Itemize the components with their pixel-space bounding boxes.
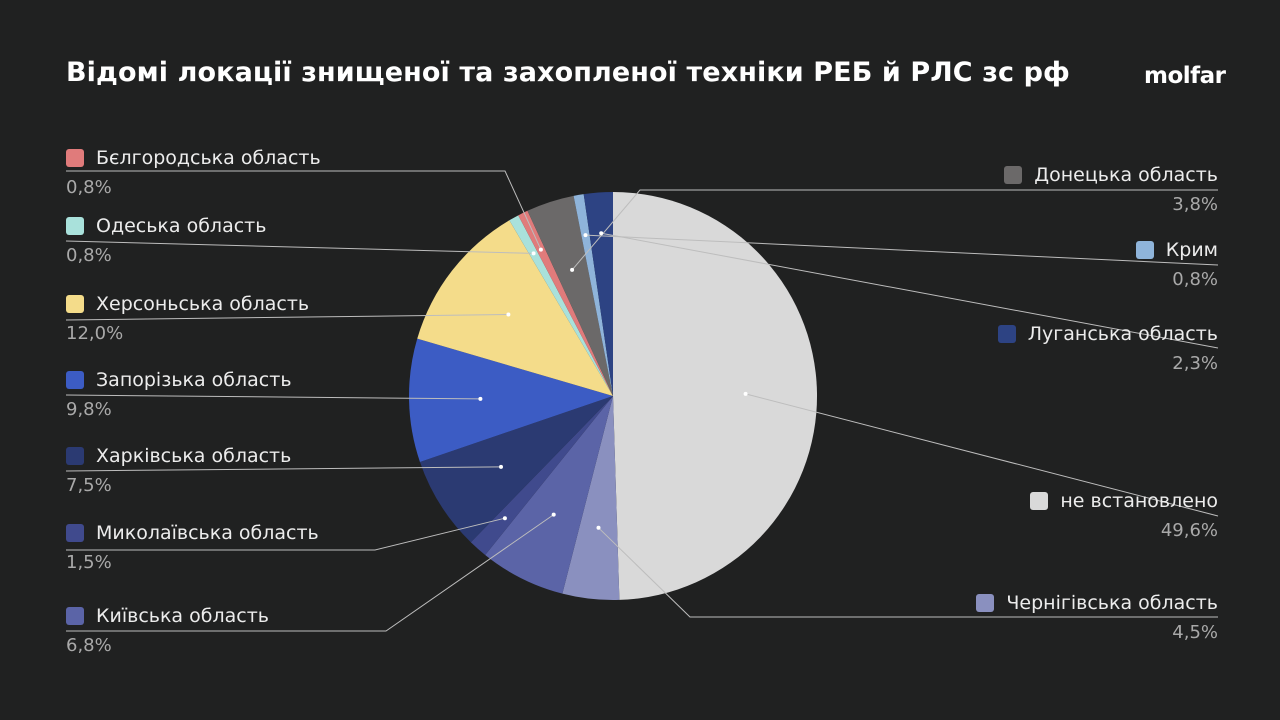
legend-label: Крим: [1165, 239, 1218, 261]
leader-dot: [499, 464, 503, 469]
pie-slice: [583, 192, 613, 396]
leader-dot: [596, 525, 601, 530]
legend-label: Київська область: [96, 605, 269, 627]
leader-line: [66, 517, 506, 551]
leader-dot: [506, 312, 511, 317]
pie-slice: [417, 220, 613, 396]
legend-swatch: [66, 371, 84, 389]
legend-value: 0,8%: [66, 245, 112, 266]
legend-value: 7,5%: [66, 475, 112, 496]
legend-swatch: [66, 217, 84, 235]
legend-item-zaporizhzhia: Запорізька область 9,8%: [66, 367, 292, 421]
legend-value: 0,8%: [66, 177, 112, 198]
legend-swatch: [66, 149, 84, 167]
pie-slice: [470, 396, 613, 555]
legend-label: Одеська область: [96, 215, 267, 237]
leader-line: [585, 234, 1219, 266]
legend-item-kherson: Херсоньська область 12,0%: [66, 291, 309, 345]
leader-dot: [583, 233, 588, 238]
legend-value: 4,5%: [1172, 622, 1218, 643]
pie-slice: [613, 192, 818, 600]
leader-line: [65, 314, 509, 321]
legend-swatch: [66, 607, 84, 625]
pie-slice: [562, 396, 620, 601]
legend-label: Запорізька область: [96, 369, 292, 391]
legend-swatch: [1030, 492, 1049, 510]
leader-line: [65, 394, 481, 400]
leader-dot: [502, 516, 507, 521]
pie-slice: [509, 215, 613, 396]
pie-slice: [573, 194, 613, 396]
legend-item-chernihiv: Чернігівська область 4,5%: [976, 590, 1218, 644]
legend-swatch: [1135, 241, 1154, 259]
legend-item-donetsk: Донецька область 3,8%: [1004, 162, 1218, 216]
legend-value: 1,5%: [66, 552, 112, 573]
leader-line: [571, 189, 1218, 271]
legend-swatch: [997, 325, 1016, 343]
pie-slice: [527, 195, 613, 396]
leader-dot: [570, 267, 575, 272]
leader-line: [745, 393, 1219, 517]
legend-value: 49,6%: [1160, 520, 1218, 541]
legend-label: Донецька область: [1034, 164, 1218, 186]
leader-dot: [551, 512, 556, 517]
legend-item-odesa: Одеська область 0,8%: [66, 213, 266, 267]
pie-slice: [419, 396, 613, 543]
leader-dot: [599, 231, 604, 236]
leader-dot: [743, 391, 748, 396]
leader-dot: [531, 251, 536, 256]
legend-item-kyiv: Київська область 6,8%: [66, 603, 269, 657]
leader-line: [65, 466, 502, 472]
legend-swatch: [66, 447, 84, 465]
legend-label: не встановлено: [1060, 490, 1218, 512]
legend-label: Чернігівська область: [1006, 592, 1218, 614]
legend-swatch: [976, 594, 995, 612]
chart-title: Відомі локації знищеної та захопленої те…: [66, 57, 1070, 88]
legend-item-luhansk: Луганська область 2,3%: [997, 321, 1218, 375]
leader-line: [598, 527, 1218, 618]
legend-value: 3,8%: [1172, 194, 1218, 215]
legend-value: 0,8%: [1172, 269, 1218, 290]
leader-dot: [538, 247, 543, 252]
leader-line: [601, 232, 1219, 349]
pie-slice: [485, 396, 613, 594]
legend-value: 2,3%: [1172, 353, 1218, 374]
legend-item-mykolaiv: Миколаївська область 1,5%: [66, 520, 319, 574]
legend-swatch: [66, 524, 84, 542]
legend-value: 9,8%: [66, 399, 112, 420]
legend-label: Херсоньська область: [96, 293, 310, 315]
legend-label: Харківська область: [96, 445, 292, 467]
legend-value: 6,8%: [66, 635, 112, 656]
legend-label: Бєлгородська область: [96, 147, 321, 169]
legend-swatch: [66, 295, 84, 313]
pie-slice: [518, 210, 613, 396]
legend-item-crimea: Крим 0,8%: [1135, 237, 1218, 291]
legend-item-kharkiv: Харківська область 7,5%: [66, 443, 291, 497]
leader-line: [66, 170, 542, 250]
legend-label: Миколаївська область: [96, 522, 319, 544]
pie-slice: [409, 338, 613, 462]
legend-value: 12,0%: [66, 323, 124, 344]
leader-line: [65, 240, 534, 254]
leader-line: [66, 514, 554, 632]
legend-item-unknown: не встановлено 49,6%: [1030, 488, 1218, 542]
leader-dot: [478, 396, 483, 401]
legend-swatch: [1004, 166, 1023, 184]
legend-label: Луганська область: [1027, 323, 1218, 345]
brand-logo: molfar: [1144, 63, 1226, 89]
legend-item-belgorod: Бєлгородська область 0,8%: [66, 145, 321, 199]
